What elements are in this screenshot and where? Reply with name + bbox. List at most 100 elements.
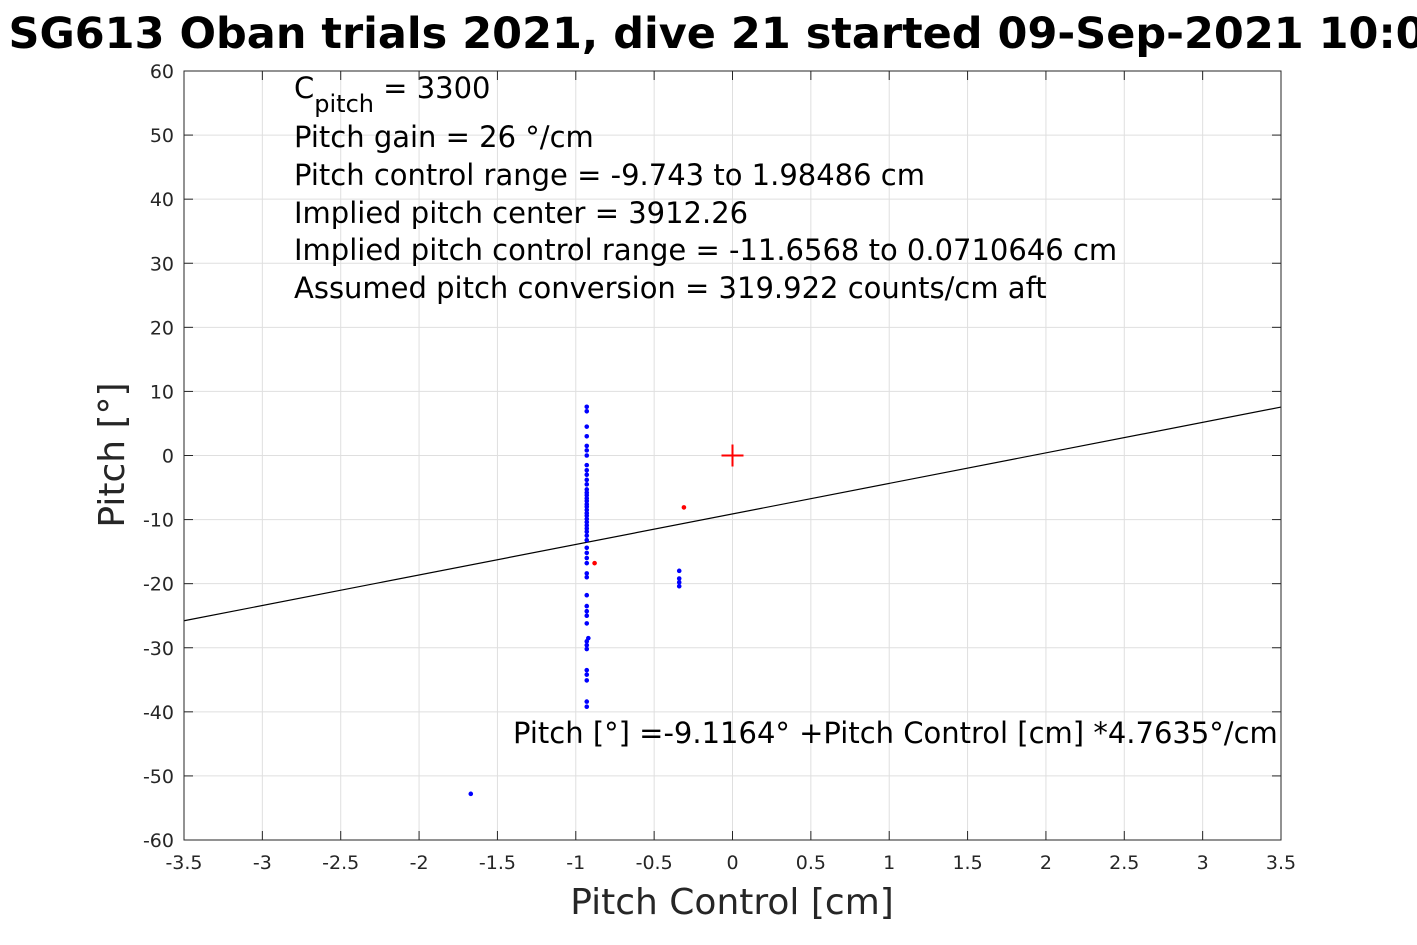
data-point xyxy=(676,580,682,585)
data-point xyxy=(676,576,682,581)
c-pitch-annotation: Cpitch = 3300 xyxy=(294,71,491,118)
x-tick-label: -1.5 xyxy=(479,852,516,874)
data-point xyxy=(584,603,590,609)
data-point xyxy=(584,467,590,473)
x-tick-label: -3 xyxy=(253,852,272,874)
y-tick-label: -10 xyxy=(143,510,174,532)
data-point xyxy=(584,507,590,513)
data-point xyxy=(584,533,590,538)
x-tick-label: 2 xyxy=(1040,852,1052,874)
x-tick-label: -2 xyxy=(410,852,429,874)
c-pitch-base: C xyxy=(294,71,314,105)
data-point xyxy=(584,453,590,458)
x-tick-label: 0.5 xyxy=(796,852,826,874)
y-tick-label: 20 xyxy=(150,317,174,339)
data-point xyxy=(584,477,590,483)
data-point xyxy=(681,505,687,510)
data-point xyxy=(584,550,590,556)
data-point xyxy=(584,545,590,551)
y-tick-label: -40 xyxy=(143,702,174,724)
fit-line-layer xyxy=(183,406,1282,622)
data-point xyxy=(584,408,590,414)
x-tick-label: 1.5 xyxy=(952,852,982,874)
data-point xyxy=(584,646,590,652)
data-point xyxy=(584,555,590,561)
data-point xyxy=(584,433,590,439)
x-tick-label: -1 xyxy=(566,852,585,874)
c-pitch-value: = 3300 xyxy=(374,71,491,105)
y-tick-label: 0 xyxy=(162,446,174,468)
data-point xyxy=(584,537,590,543)
x-axis-ticks: -3.5 -3 -2.5 -2 -1.5 -1 -0.5 0 0.5 1 1.5 2 2.5 3 3.5 xyxy=(165,71,1296,874)
data-point xyxy=(584,639,590,644)
c-pitch-subscript: pitch xyxy=(314,90,374,118)
data-point xyxy=(584,523,590,528)
data-point xyxy=(584,571,590,576)
regression-fit-line xyxy=(183,406,1282,622)
data-points xyxy=(468,404,687,797)
x-tick-label: -3.5 xyxy=(165,852,202,874)
assumed-pitch-conversion-annotation: Assumed pitch conversion = 319.922 count… xyxy=(294,271,1047,305)
data-point xyxy=(584,498,590,504)
data-point xyxy=(584,704,590,710)
data-point xyxy=(584,472,590,478)
data-point xyxy=(584,642,590,648)
y-tick-label: -50 xyxy=(143,766,174,788)
implied-pitch-control-range-annotation: Implied pitch control range = -11.6568 t… xyxy=(294,233,1117,267)
x-tick-label: -2.5 xyxy=(322,852,359,874)
data-point xyxy=(584,504,590,510)
y-axis-ticks: 60 50 40 30 20 10 0 -10 -20 -30 -40 -50 -60 xyxy=(143,61,1281,852)
x-tick-label: 3 xyxy=(1197,852,1209,874)
x-tick-label: 1 xyxy=(883,852,895,874)
y-tick-label: 10 xyxy=(150,381,174,403)
y-tick-label: 40 xyxy=(150,189,174,211)
y-tick-label: 60 xyxy=(150,61,174,83)
data-point xyxy=(676,583,682,589)
data-point xyxy=(584,621,590,626)
data-point xyxy=(584,519,590,525)
x-axis-label: Pitch Control [cm] xyxy=(570,882,894,923)
data-point xyxy=(584,592,590,598)
data-point xyxy=(584,513,590,519)
implied-pitch-center-annotation: Implied pitch center = 3912.26 xyxy=(294,196,748,230)
data-point xyxy=(584,482,590,487)
data-point xyxy=(584,404,590,410)
data-point xyxy=(584,672,590,677)
y-tick-label: -60 xyxy=(143,830,174,852)
data-point xyxy=(584,667,590,673)
data-point xyxy=(584,526,590,531)
pitch-control-range-annotation: Pitch control range = -9.743 to 1.98486 … xyxy=(294,158,925,192)
data-point xyxy=(584,462,590,468)
data-point xyxy=(468,791,474,797)
y-tick-label: -30 xyxy=(143,638,174,660)
data-point xyxy=(584,699,590,704)
x-tick-label: 2.5 xyxy=(1109,852,1139,874)
y-tick-label: 30 xyxy=(150,253,174,275)
y-axis-label: Pitch [°] xyxy=(92,382,133,527)
center-marker-layer xyxy=(721,444,744,467)
data-point xyxy=(584,443,590,449)
annotation-block: Cpitch = 3300 Pitch gain = 26 °/cm Pitch… xyxy=(294,71,1117,305)
y-tick-label: 50 xyxy=(150,125,174,147)
data-point xyxy=(676,568,682,574)
fit-equation-annotation: Pitch [°] =-9.1164° +Pitch Control [cm] … xyxy=(513,716,1278,750)
data-point xyxy=(584,560,590,566)
x-tick-label: 0 xyxy=(726,852,738,874)
data-point xyxy=(584,574,590,580)
data-point xyxy=(584,516,590,522)
data-point xyxy=(584,487,590,492)
x-tick-label: -0.5 xyxy=(636,852,673,874)
pitch-gain-annotation: Pitch gain = 26 °/cm xyxy=(294,120,594,154)
data-point xyxy=(584,608,590,614)
data-point xyxy=(584,492,590,498)
x-tick-label: 3.5 xyxy=(1266,852,1296,874)
data-point xyxy=(592,560,597,566)
data-point xyxy=(584,529,590,535)
data-point xyxy=(584,613,590,619)
data-point xyxy=(584,448,590,453)
data-point xyxy=(584,424,590,429)
chart-title: SG613 Oban trials 2021, dive 21 started … xyxy=(8,9,1417,59)
y-tick-label: -20 xyxy=(143,574,174,596)
data-point xyxy=(584,678,590,683)
